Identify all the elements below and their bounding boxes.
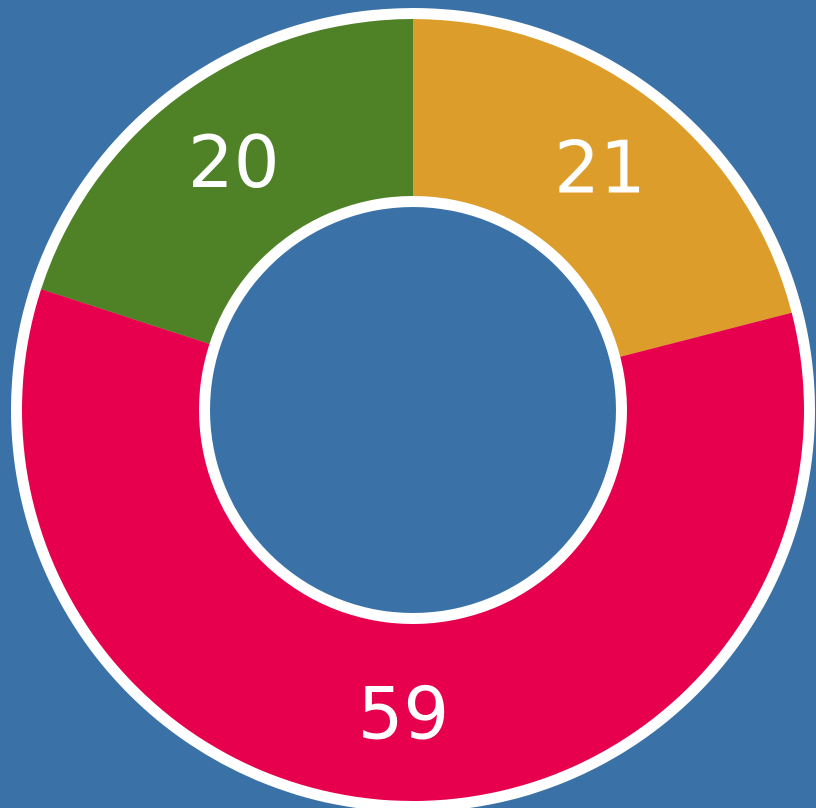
donut-hole <box>210 207 616 613</box>
data-label: 21 <box>554 126 646 210</box>
donut-slice <box>41 19 413 345</box>
data-label: 20 <box>188 120 280 204</box>
donut-slice <box>22 289 805 801</box>
data-label: 59 <box>358 671 450 755</box>
donut-slice <box>413 19 792 358</box>
